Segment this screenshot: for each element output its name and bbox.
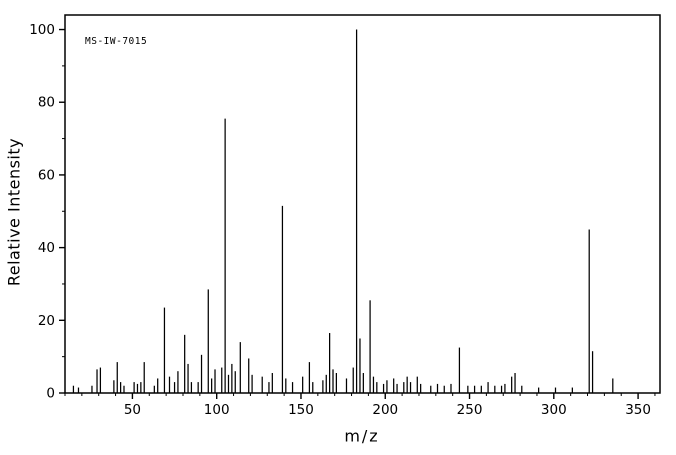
x-axis-title: m/z: [344, 426, 380, 446]
svg-text:150: 150: [288, 402, 314, 418]
spectrum-id-label: MS-IW-7015: [85, 36, 148, 47]
svg-text:0: 0: [46, 386, 55, 402]
svg-text:350: 350: [625, 402, 651, 418]
svg-text:80: 80: [38, 95, 55, 111]
svg-text:20: 20: [38, 313, 55, 329]
svg-text:40: 40: [38, 240, 55, 256]
svg-text:60: 60: [38, 167, 55, 183]
svg-text:100: 100: [204, 402, 230, 418]
svg-text:250: 250: [457, 402, 483, 418]
y-axis-title: Relative Intensity: [4, 137, 24, 287]
svg-text:200: 200: [372, 402, 398, 418]
svg-text:300: 300: [541, 402, 567, 418]
svg-text:100: 100: [29, 22, 55, 38]
svg-text:50: 50: [124, 402, 141, 418]
